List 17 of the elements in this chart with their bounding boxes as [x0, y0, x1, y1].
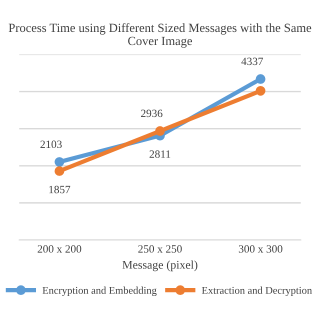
point [54, 157, 64, 167]
x-tick-label: 300 x 300 [238, 245, 282, 253]
legend-label: Extraction and Decryption [202, 286, 312, 296]
data-label: 1857 [49, 186, 70, 194]
x-tick-label: 200 x 200 [38, 245, 82, 253]
chart-title: Process Time using Different Sized Messages with the Same Cover Image [8, 23, 312, 48]
legend-label: Encryption and Embedding [42, 286, 157, 296]
data-label: 2811 [150, 150, 170, 158]
point [155, 126, 165, 136]
data-label: 2103 [40, 140, 62, 148]
x-axis-title: Message (pixel) [122, 260, 198, 272]
data-label: 4337 [241, 58, 264, 66]
point [256, 86, 266, 96]
point [256, 74, 266, 84]
point [54, 166, 64, 176]
data-label: 2936 [141, 110, 162, 118]
x-tick-label: 250 x 250 [138, 245, 182, 253]
